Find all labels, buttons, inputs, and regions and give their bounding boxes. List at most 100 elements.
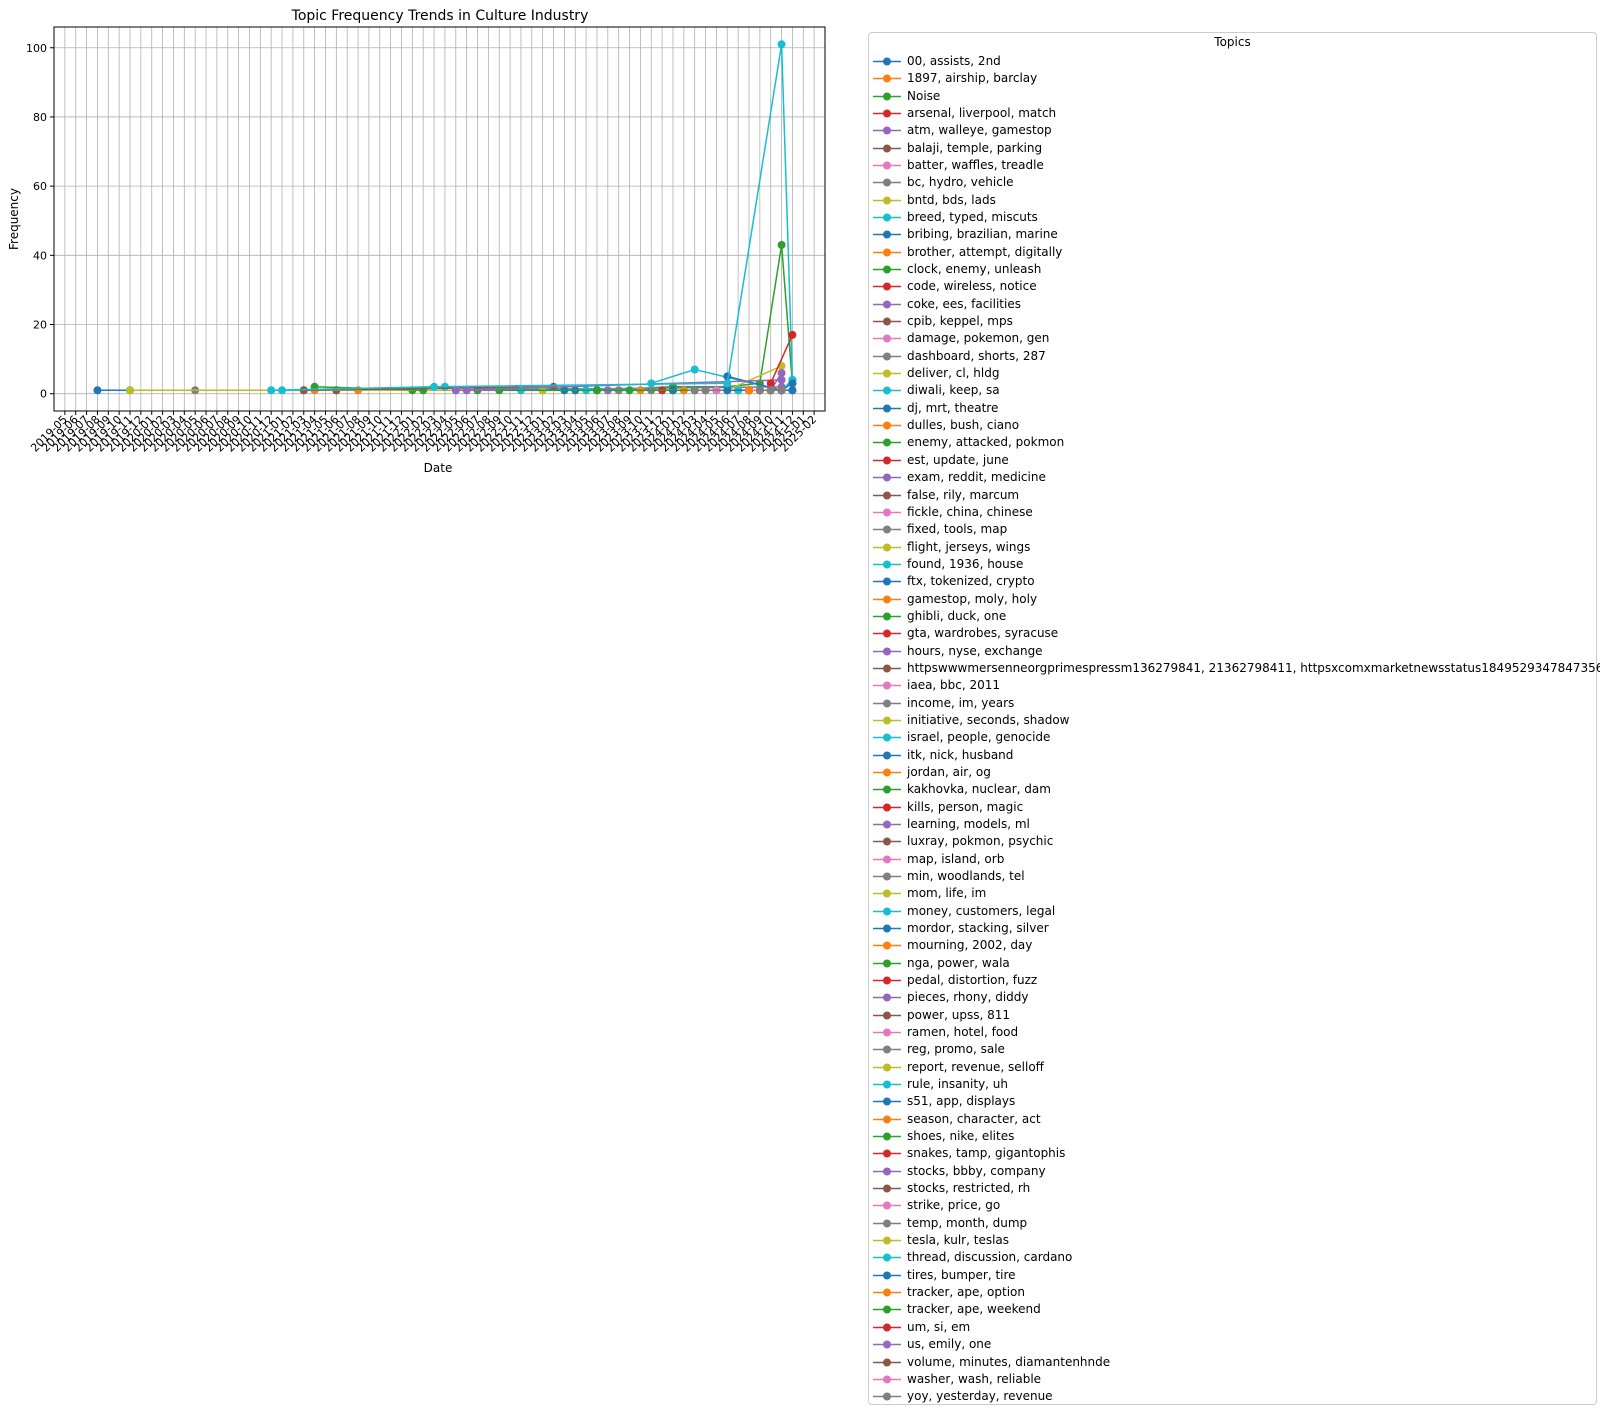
legend-marker (873, 109, 901, 118)
legend-marker (873, 577, 901, 586)
legend-label: washer, wash, reliable (907, 1371, 1042, 1386)
legend-item: found, 1936, house (869, 556, 1589, 573)
legend-marker (873, 491, 901, 499)
legend-label: mordor, stacking, silver (907, 921, 1049, 935)
legend-marker (873, 959, 901, 968)
legend-marker (873, 1045, 901, 1054)
data-point (723, 379, 732, 388)
legend-item: jordan, air, og (869, 764, 1589, 781)
y-tick-label: 20 (33, 319, 47, 332)
legend-marker (873, 57, 901, 66)
legend-marker (873, 334, 901, 343)
legend-item: 1897, airship, barclay (869, 70, 1589, 87)
legend-item: coke, ees, facilities (869, 296, 1589, 313)
legend-label: snakes, tamp, gigantophis (907, 1146, 1066, 1161)
legend-marker (873, 907, 901, 916)
legend-item: batter, waffles, treadle (869, 157, 1589, 174)
legend-label: coke, ees, facilities (907, 296, 1021, 311)
legend-label: est, update, june (907, 452, 1009, 467)
legend-item: map, island, orb (869, 851, 1589, 868)
plot-area (53, 26, 826, 412)
legend-marker (873, 1149, 901, 1158)
legend-label: exam, reddit, medicine (907, 470, 1046, 485)
legend-label: strike, price, go (907, 1198, 1001, 1213)
legend-item: dulles, bush, ciano (869, 417, 1589, 434)
legend-marker (873, 369, 901, 378)
legend-marker (873, 612, 901, 621)
legend-title: Topics (1214, 35, 1251, 49)
legend-marker (873, 820, 901, 829)
legend-item: iaea, bbc, 2011 (869, 677, 1589, 694)
legend-marker (873, 751, 901, 760)
legend-label: bribing, brazilian, marine (907, 227, 1058, 242)
legend-marker (873, 1392, 901, 1401)
series-lines (93, 40, 797, 395)
legend-label: gamestop, moly, holy (907, 591, 1038, 606)
legend-marker (873, 1097, 901, 1106)
legend-label: ghibli, duck, one (907, 608, 1007, 623)
legend-item: exam, reddit, medicine (869, 469, 1589, 486)
legend-label: hours, nyse, exchange (907, 643, 1043, 658)
legend-label: pedal, distortion, fuzz (907, 973, 1038, 988)
data-point (777, 40, 786, 49)
legend-marker (873, 213, 901, 222)
legend-item: s51, app, displays (869, 1093, 1589, 1110)
legend-marker (873, 230, 901, 239)
legend-marker (873, 733, 901, 742)
legend-marker (873, 508, 901, 517)
legend-item: ghibli, duck, one (869, 608, 1589, 625)
legend-item: mordor, stacking, silver (869, 920, 1589, 937)
legend-marker (873, 1340, 901, 1349)
legend-item: nga, power, wala (869, 955, 1589, 972)
legend-label: brother, attempt, digitally (907, 244, 1063, 259)
legend-label: cpib, keppel, mps (907, 314, 1013, 329)
legend-item: stocks, restricted, rh (869, 1180, 1589, 1197)
data-point (267, 386, 276, 395)
legend-item: Noise (869, 88, 1589, 105)
legend-label: min, woodlands, tel (907, 868, 1025, 883)
legend-item: israel, people, genocide (869, 729, 1589, 746)
legend-label: code, wireless, notice (907, 279, 1037, 294)
legend-marker (873, 976, 901, 985)
legend-label: false, rily, marcum (907, 487, 1020, 502)
legend: Topics 00, assists, 2nd 1897, airship, ba… (868, 32, 1600, 1405)
legend-item: enemy, attacked, pokmon (869, 434, 1589, 451)
legend-label: tires, bumper, tire (907, 1267, 1016, 1282)
legend-marker (873, 560, 901, 569)
legend-item: arsenal, liverpool, match (869, 105, 1589, 122)
legend-label: s51, app, displays (907, 1094, 1016, 1109)
legend-label: flight, jerseys, wings (907, 539, 1031, 554)
legend-item: fixed, tools, map (869, 521, 1589, 538)
legend-item: hours, nyse, exchange (869, 643, 1589, 660)
legend-label: gta, wardrobes, syracuse (907, 626, 1059, 641)
legend-item: flight, jerseys, wings (869, 539, 1589, 556)
data-point (93, 386, 102, 395)
legend-marker (873, 1288, 901, 1297)
data-point (495, 386, 504, 395)
legend-marker (873, 1184, 901, 1193)
legend-item: pieces, rhony, diddy (869, 989, 1589, 1006)
y-tick-label: 60 (33, 180, 47, 193)
legend-item: 00, assists, 2nd (869, 53, 1589, 70)
legend-item: power, upss, 811 (869, 1007, 1589, 1024)
legend-marker (873, 178, 901, 187)
legend-marker (873, 1132, 901, 1141)
legend-marker (873, 681, 901, 690)
legend-item: tracker, ape, weekend (869, 1301, 1589, 1318)
legend-item: itk, nick, husband (869, 747, 1589, 764)
legend-item: income, im, years (869, 695, 1589, 712)
legend-marker (873, 768, 901, 777)
legend-label: learning, models, ml (907, 816, 1030, 831)
legend-item: pedal, distortion, fuzz (869, 972, 1589, 989)
legend-label: yoy, yesterday, revenue (907, 1389, 1053, 1404)
legend-item: cpib, keppel, mps (869, 313, 1589, 330)
x-axis-label: Date (424, 461, 453, 475)
legend-label: itk, nick, husband (907, 747, 1014, 762)
grid (54, 27, 825, 411)
legend-item: strike, price, go (869, 1197, 1589, 1214)
legend-label: clock, enemy, unleash (907, 262, 1042, 277)
legend-marker (873, 803, 901, 812)
legend-label: temp, month, dump (907, 1215, 1028, 1230)
legend-label: israel, people, genocide (907, 730, 1051, 745)
legend-label: season, character, act (907, 1111, 1041, 1126)
